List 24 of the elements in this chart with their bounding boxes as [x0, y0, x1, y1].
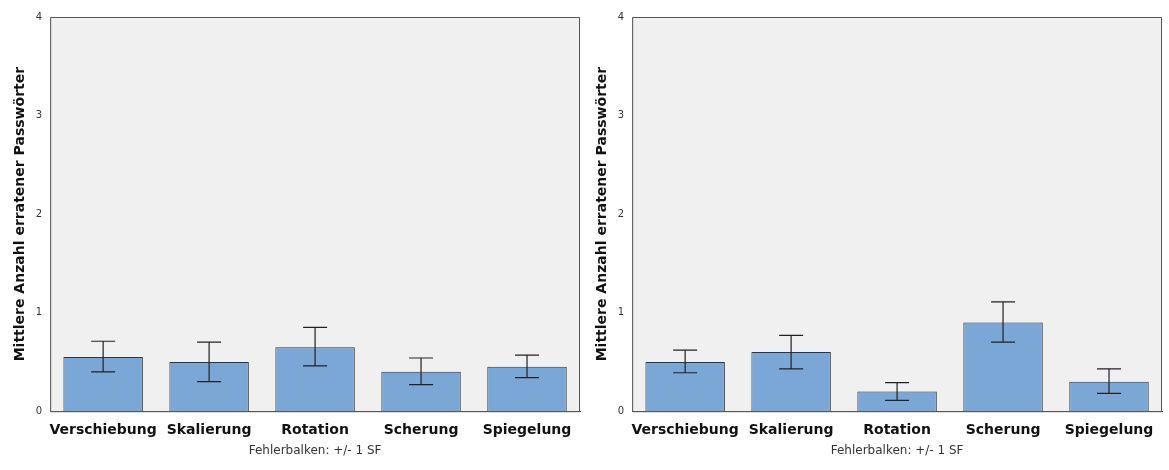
text: Fehlerbalken: +/- 1 SF [248, 443, 382, 457]
y-tick-label: 3 [617, 109, 625, 121]
x-tick-label: Scherung [965, 421, 1041, 438]
y-tick-label: 0 [617, 404, 625, 416]
y-axis-title: Mittlere Anzahl erratener Passwörter [593, 66, 610, 362]
y-tick-label: 1 [35, 306, 43, 318]
y-tick-label: 4 [35, 10, 43, 22]
y-tick-label: 2 [617, 207, 625, 219]
y-tick-label: 3 [35, 109, 43, 121]
y-tick-label: 0 [35, 404, 43, 416]
y-tick-label: 1 [617, 306, 625, 318]
x-tick-label: Spiegelung [482, 421, 572, 438]
x-tick-label: Rotation [863, 421, 931, 438]
x-tick-label: Rotation [281, 421, 349, 438]
x-tick-label: Scherung [383, 421, 459, 438]
text: Fehlerbalken: +/- 1 SF [830, 443, 964, 457]
x-tick-label: Spiegelung [1064, 421, 1154, 438]
x-tick-label: Verschiebung [631, 421, 739, 438]
y-tick-label: 4 [617, 10, 625, 22]
x-tick-label: Skalierung [748, 421, 834, 438]
y-tick-label: 2 [35, 207, 43, 219]
x-tick-label: Skalierung [166, 421, 252, 438]
y-axis-title: Mittlere Anzahl erratener Passwörter [11, 66, 28, 362]
x-tick-label: Verschiebung [49, 421, 157, 438]
